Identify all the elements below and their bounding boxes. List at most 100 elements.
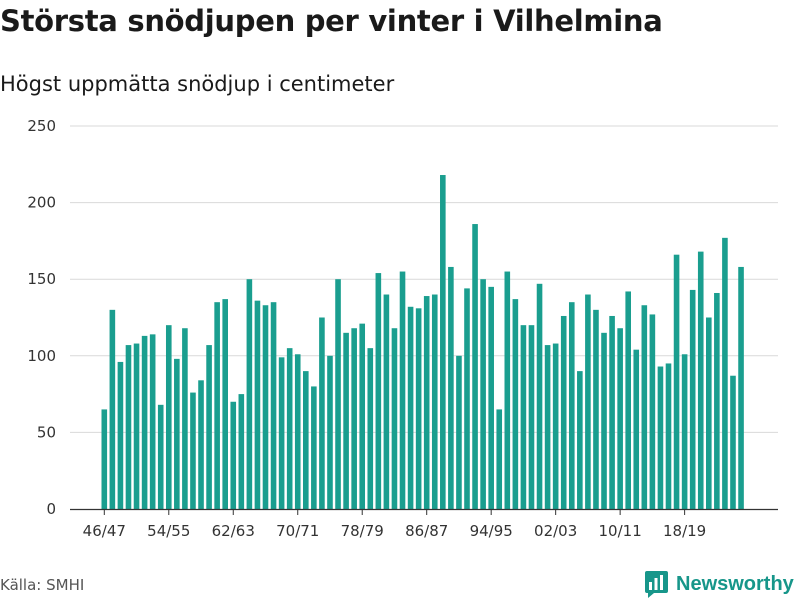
chart-title: Största snödjupen per vinter i Vilhelmin… <box>0 4 663 38</box>
y-tick-label: 0 <box>46 500 56 518</box>
bar <box>165 325 172 509</box>
bar <box>577 371 583 509</box>
newsworthy-logo: Newsworthy <box>644 569 794 599</box>
x-tick-label: 10/11 <box>599 522 642 540</box>
bar <box>319 317 325 509</box>
bar <box>568 302 575 509</box>
bar <box>327 355 333 509</box>
bar <box>303 371 309 509</box>
bar <box>633 349 640 509</box>
bar-chart-bubble-icon <box>645 570 668 598</box>
logo-text: Newsworthy <box>676 572 794 595</box>
x-tick-label: 70/71 <box>276 522 319 540</box>
bar <box>109 309 116 509</box>
bar <box>448 266 454 509</box>
bar <box>456 355 462 509</box>
bar <box>697 251 704 509</box>
bar <box>214 302 220 509</box>
bar <box>657 366 664 509</box>
bar <box>157 404 164 509</box>
bar <box>174 358 180 509</box>
y-tick-label: 250 <box>27 117 56 135</box>
bar <box>673 254 680 509</box>
bar <box>464 288 470 509</box>
bar <box>133 343 140 509</box>
bar <box>496 409 503 509</box>
x-tick-label: 02/03 <box>534 522 577 540</box>
bar <box>101 409 108 509</box>
bar <box>375 273 382 509</box>
y-tick-label: 150 <box>27 270 56 288</box>
y-tick-label: 50 <box>37 423 56 441</box>
x-tick-label: 18/19 <box>663 522 706 540</box>
bar <box>528 325 535 509</box>
bar <box>367 348 374 509</box>
bar <box>440 175 446 509</box>
x-tick-label: 62/63 <box>212 522 255 540</box>
bar <box>351 328 357 509</box>
y-tick-label: 100 <box>27 347 56 365</box>
bar <box>536 283 543 509</box>
bar <box>601 332 607 509</box>
bar <box>343 332 349 509</box>
bar <box>520 325 527 509</box>
bar <box>278 357 285 509</box>
bar <box>544 345 551 509</box>
bar <box>512 299 519 509</box>
bar <box>254 300 261 509</box>
bar <box>681 354 688 509</box>
bar <box>738 266 744 509</box>
chart-subtitle: Högst uppmätta snödjup i centimeter <box>0 72 395 96</box>
bar <box>617 328 623 509</box>
bar <box>141 335 148 509</box>
source-note: Källa: SMHI <box>0 576 85 594</box>
bar <box>649 314 656 509</box>
bar <box>399 271 406 509</box>
bar <box>206 345 212 509</box>
bar <box>286 348 293 509</box>
bar <box>472 224 478 510</box>
bar <box>198 380 204 509</box>
bar <box>238 394 245 509</box>
bar <box>480 279 486 509</box>
y-tick-label: 200 <box>27 194 56 212</box>
bar <box>423 296 430 509</box>
bar <box>689 289 696 509</box>
bar <box>641 305 648 509</box>
bar <box>665 363 672 509</box>
bar <box>552 343 559 509</box>
bar <box>609 315 615 509</box>
bar <box>149 334 156 509</box>
bar <box>407 306 414 509</box>
x-tick-label: 86/87 <box>405 522 448 540</box>
bar <box>230 401 237 509</box>
bar <box>117 361 124 509</box>
bar <box>706 317 712 509</box>
bar <box>625 291 631 509</box>
bar <box>294 354 301 509</box>
bar <box>504 271 511 509</box>
bar <box>383 294 390 509</box>
bar <box>359 323 366 509</box>
bar <box>415 308 422 509</box>
bar <box>246 279 253 509</box>
bar <box>190 392 196 509</box>
x-tick-label: 78/79 <box>341 522 384 540</box>
bar <box>431 294 438 509</box>
bar <box>488 286 494 509</box>
bar <box>714 292 720 509</box>
x-tick-label: 94/95 <box>470 522 513 540</box>
bar <box>222 299 228 509</box>
bar <box>262 305 269 509</box>
bar <box>125 345 132 509</box>
bar <box>730 375 736 509</box>
bar <box>585 294 591 509</box>
bar <box>335 279 341 509</box>
x-tick-label: 54/55 <box>147 522 190 540</box>
bar <box>391 328 398 509</box>
bar <box>182 328 188 509</box>
x-tick-label: 46/47 <box>83 522 126 540</box>
bar <box>722 237 728 509</box>
bar <box>560 315 567 509</box>
